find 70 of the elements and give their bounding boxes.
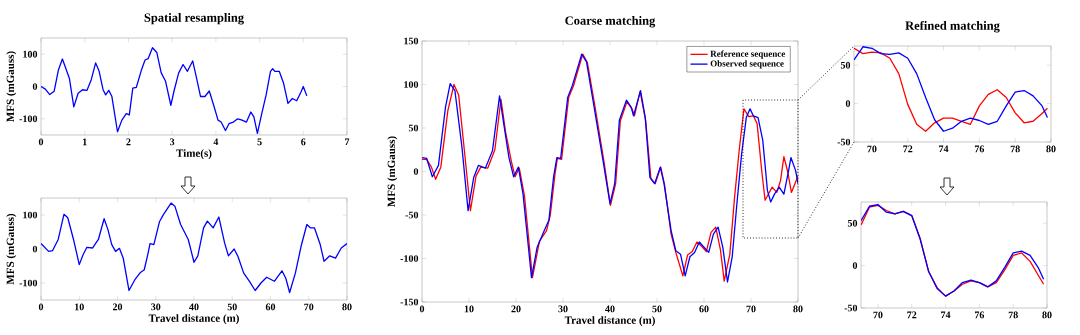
x-tick-label: 78 — [1008, 311, 1018, 319]
x-tick-label: 74 — [939, 145, 949, 153]
x-tick-label: 70 — [746, 305, 756, 313]
y-tick-label: 50 — [840, 61, 851, 69]
chart-title: Refined matching — [905, 20, 1000, 33]
x-tick-label: 40 — [605, 305, 615, 313]
y-tick-label: 50 — [408, 124, 419, 132]
y-tick-label: 0 — [852, 262, 858, 269]
y-tick-label: 100 — [404, 81, 419, 88]
x-tick-label: 10 — [75, 303, 84, 311]
x-tick-label: 30 — [151, 303, 161, 311]
y-axis-title: MFS (mGauss) — [6, 51, 17, 122]
y-axis-title: MFS (mGauss) — [387, 136, 398, 207]
y-tick-label: -50 — [405, 211, 419, 219]
y-tick-label: 100 — [23, 50, 38, 58]
x-tick-label: 6 — [301, 138, 306, 146]
x-tick-label: 40 — [189, 303, 199, 311]
y-tick-label: -50 — [844, 304, 858, 312]
x-tick-label: 72 — [907, 311, 917, 319]
x-tick-label: 70 — [304, 303, 314, 311]
x-tick-label: 0 — [38, 303, 44, 311]
x-tick-label: 72 — [903, 145, 913, 153]
x-tick-label: 74 — [941, 311, 951, 319]
x-axis-title: Travel distance (m) — [148, 314, 239, 325]
y-tick-label: 0 — [32, 245, 38, 253]
x-tick-label: 76 — [974, 145, 985, 153]
x-tick-label: 20 — [112, 303, 123, 311]
x-tick-label: 50 — [652, 305, 662, 313]
line-series — [41, 47, 308, 135]
x-axis-title: Travel distance (m) — [564, 316, 655, 327]
x-tick-label: 3 — [170, 138, 175, 146]
y-tick-label: 0 — [845, 100, 851, 107]
x-tick-label: 30 — [558, 305, 568, 313]
x-tick-label: 4 — [213, 138, 219, 146]
x-tick-label: 20 — [511, 305, 521, 313]
y-tick-label: 50 — [847, 219, 858, 227]
y-tick-label: 150 — [404, 37, 419, 45]
line-series — [41, 202, 347, 294]
x-tick-label: 60 — [699, 305, 709, 313]
chart-title: Spatial resampling — [144, 13, 244, 25]
x-tick-label: 10 — [464, 305, 474, 313]
x-tick-label: 80 — [342, 303, 352, 311]
x-tick-label: 1 — [83, 138, 87, 146]
y-tick-label: -100 — [19, 115, 38, 123]
chart-title: Coarse matching — [565, 16, 656, 28]
y-axis-title: MFS (mGauss) — [6, 213, 17, 285]
x-tick-label: 60 — [265, 303, 276, 311]
x-tick-label: 0 — [38, 138, 44, 146]
y-tick-label: -50 — [837, 138, 851, 146]
x-tick-label: 80 — [793, 305, 803, 313]
x-axis-title: Time(s) — [176, 149, 212, 160]
x-tick-label: 0 — [419, 305, 425, 313]
x-tick-label: 70 — [873, 311, 883, 319]
x-tick-label: 70 — [867, 145, 877, 153]
y-tick-label: 100 — [23, 211, 38, 219]
y-tick-label: -100 — [400, 255, 419, 262]
x-tick-label: 80 — [1046, 145, 1056, 153]
x-tick-label: 7 — [345, 138, 350, 146]
y-tick-label: 0 — [413, 168, 419, 175]
y-tick-label: -100 — [19, 279, 38, 287]
x-tick-label: 5 — [257, 138, 262, 146]
x-tick-label: 76 — [974, 311, 985, 319]
y-tick-label: 0 — [32, 83, 38, 90]
legend-label: Reference sequence — [710, 50, 786, 59]
x-tick-label: 80 — [1042, 311, 1052, 319]
legend-label: Observed sequence — [710, 60, 784, 69]
x-tick-label: 78 — [1010, 145, 1020, 153]
x-tick-label: 2 — [126, 138, 131, 146]
x-tick-label: 50 — [227, 303, 237, 311]
y-tick-label: -150 — [400, 298, 419, 306]
